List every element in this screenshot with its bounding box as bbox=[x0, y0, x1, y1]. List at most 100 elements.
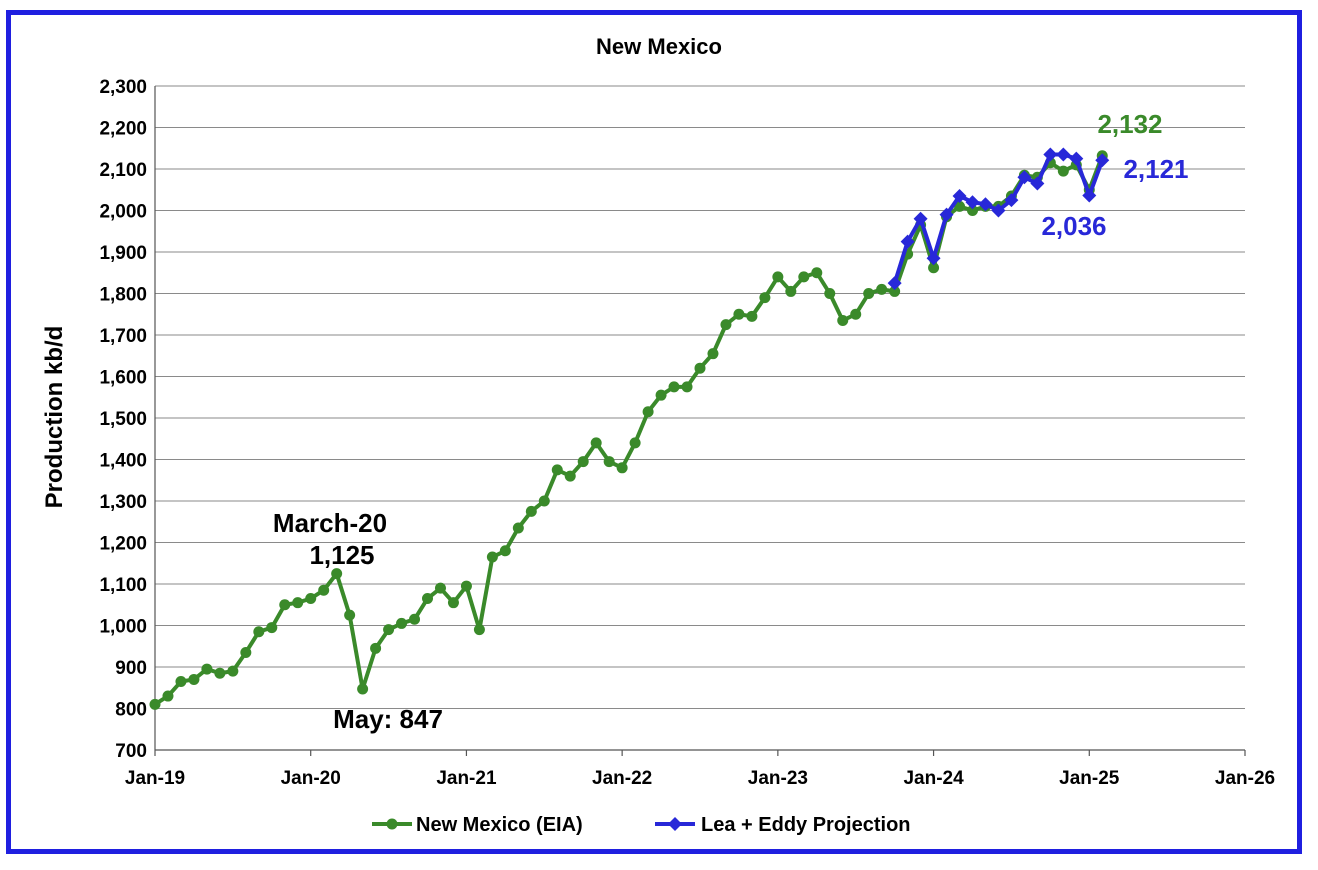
data-point-eia bbox=[279, 599, 291, 611]
x-tick-label: Jan-23 bbox=[748, 768, 808, 789]
y-tick-label: 700 bbox=[115, 741, 147, 762]
data-point-eia bbox=[357, 683, 369, 695]
y-tick-label: 1,100 bbox=[99, 575, 147, 596]
data-point-eia bbox=[824, 288, 836, 299]
data-point-eia bbox=[694, 362, 706, 374]
data-point-projection bbox=[952, 188, 967, 203]
data-point-eia bbox=[409, 613, 421, 625]
y-tick-label: 1,000 bbox=[99, 617, 147, 638]
gridlines bbox=[154, 85, 1246, 756]
data-point-projection bbox=[926, 251, 941, 266]
y-tick-label: 2,300 bbox=[99, 77, 147, 98]
chart-frame bbox=[6, 10, 1302, 854]
data-point-eia bbox=[227, 665, 239, 677]
x-tick-label: Jan-26 bbox=[1215, 768, 1275, 789]
data-point-eia bbox=[214, 667, 226, 679]
data-point-eia bbox=[954, 200, 966, 212]
y-tick-label: 1,700 bbox=[99, 326, 147, 347]
data-point-eia bbox=[175, 676, 187, 688]
series-line-eia bbox=[153, 155, 1105, 707]
y-tick-label: 1,400 bbox=[99, 451, 147, 472]
data-point-projection bbox=[1017, 170, 1032, 185]
annotation-last-projection: 2,121 bbox=[1123, 154, 1188, 184]
y-tick-label: 800 bbox=[115, 700, 147, 721]
y-tick-label: 1,200 bbox=[99, 534, 147, 555]
data-point-eia bbox=[344, 609, 356, 621]
data-point-eia bbox=[162, 690, 174, 702]
series-layer bbox=[149, 147, 1110, 710]
data-point-projection bbox=[1056, 147, 1071, 162]
x-tick-label: Jan-20 bbox=[281, 768, 341, 789]
y-tick-label: 1,900 bbox=[99, 243, 147, 264]
y-tick-label: 2,100 bbox=[99, 160, 147, 181]
data-point-eia bbox=[434, 582, 446, 594]
data-point-eia bbox=[577, 456, 589, 468]
data-point-eia bbox=[149, 698, 161, 710]
data-point-eia bbox=[889, 285, 901, 297]
data-point-eia bbox=[292, 597, 304, 609]
data-point-eia bbox=[746, 310, 758, 322]
data-point-eia bbox=[525, 505, 537, 517]
x-tick-label: Jan-21 bbox=[436, 768, 497, 789]
data-point-projection bbox=[913, 211, 928, 226]
data-point-eia bbox=[551, 464, 563, 476]
data-point-eia bbox=[564, 470, 576, 482]
legend-label-projection: Lea + Eddy Projection bbox=[701, 814, 911, 836]
y-tick-label: 900 bbox=[115, 658, 147, 679]
data-point-eia bbox=[967, 205, 978, 216]
y-tick-labels: 700 800 900 1,000 1,100 1,200 1,300 1,400 1,500 1… bbox=[99, 77, 147, 762]
data-point-projection bbox=[887, 276, 902, 291]
data-point-projection bbox=[939, 207, 954, 222]
data-point-eia bbox=[512, 522, 524, 534]
data-point-projection bbox=[1004, 193, 1019, 208]
x-tick-label: Jan-22 bbox=[592, 768, 652, 789]
data-point-eia bbox=[668, 381, 680, 393]
data-point-eia bbox=[201, 663, 213, 675]
data-point-eia bbox=[422, 593, 433, 605]
x-tick-label: Jan-24 bbox=[903, 768, 964, 789]
annotation-last-eia: 2,132 bbox=[1097, 109, 1162, 139]
data-point-eia bbox=[616, 462, 628, 474]
data-point-projection bbox=[1095, 153, 1110, 168]
data-point-eia bbox=[928, 262, 940, 274]
annotations: March-20 1,125 May: 847 2,132 2,121 2,03… bbox=[273, 109, 1189, 734]
data-point-eia bbox=[240, 646, 252, 658]
annotation-march-value: 1,125 bbox=[309, 540, 374, 570]
annotation-march-label: March-20 bbox=[273, 508, 387, 538]
legend-item-eia: New Mexico (EIA) bbox=[372, 814, 583, 836]
data-point-eia bbox=[759, 292, 771, 304]
data-point-eia bbox=[655, 389, 667, 401]
data-point-projection bbox=[1043, 147, 1058, 162]
data-point-eia bbox=[681, 381, 693, 393]
data-point-eia bbox=[331, 568, 343, 580]
data-point-eia bbox=[863, 288, 875, 299]
data-point-eia bbox=[876, 283, 888, 295]
data-point-eia bbox=[707, 348, 719, 360]
data-point-eia bbox=[642, 406, 654, 418]
data-point-eia bbox=[188, 673, 200, 685]
annotation-jan25-projection: 2,036 bbox=[1041, 211, 1106, 241]
data-point-eia bbox=[460, 580, 472, 592]
data-point-eia bbox=[733, 308, 745, 320]
annotation-may-value: May: 847 bbox=[333, 704, 443, 734]
data-point-eia bbox=[305, 593, 317, 605]
data-point-eia bbox=[499, 545, 511, 557]
x-tick-label: Jan-25 bbox=[1059, 768, 1120, 789]
y-tick-label: 1,800 bbox=[99, 285, 147, 306]
data-point-eia bbox=[798, 271, 810, 283]
data-point-projection bbox=[991, 203, 1006, 218]
data-point-eia bbox=[785, 285, 797, 297]
y-tick-label: 1,300 bbox=[99, 492, 147, 513]
data-point-projection bbox=[900, 234, 915, 249]
data-point-projection bbox=[1082, 188, 1097, 203]
data-point-projection bbox=[965, 195, 980, 210]
y-axis-label: Production kb/d bbox=[41, 326, 68, 509]
data-point-eia bbox=[720, 319, 732, 331]
legend-item-projection: Lea + Eddy Projection bbox=[655, 814, 911, 836]
y-tick-label: 2,200 bbox=[99, 119, 147, 140]
data-point-eia bbox=[538, 495, 550, 507]
data-point-eia bbox=[318, 584, 330, 596]
data-point-eia bbox=[590, 437, 602, 449]
data-point-eia bbox=[396, 617, 408, 629]
